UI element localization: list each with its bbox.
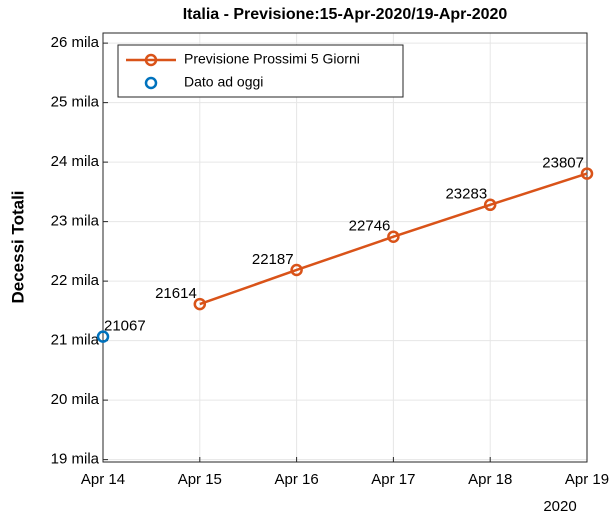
data-label: 21067 [104, 318, 146, 335]
y-tick-label: 23 mila [51, 213, 100, 230]
x-tick-label: Apr 14 [81, 471, 125, 488]
y-tick-label: 20 mila [51, 391, 100, 408]
x-tick-label: Apr 15 [178, 471, 222, 488]
y-tick-label: 22 mila [51, 272, 100, 289]
y-tick-label: 19 mila [51, 451, 100, 468]
legend-marker [144, 53, 158, 67]
y-tick-label: 21 mila [51, 332, 100, 349]
legend-label: Dato ad oggi [184, 74, 263, 90]
y-tick-label: 24 mila [51, 153, 100, 170]
data-label: 21614 [155, 285, 197, 302]
marker [483, 198, 497, 212]
x-year-label: 2020 [543, 498, 576, 515]
marker [96, 330, 110, 343]
series-line [199, 172, 588, 306]
y-tick-label: 25 mila [51, 94, 100, 111]
marker [290, 263, 303, 277]
data-label: 22746 [349, 218, 391, 235]
marker [387, 230, 400, 243]
data-label: 23807 [542, 155, 584, 172]
y-tick-label: 26 mila [51, 34, 100, 51]
legend-box [117, 44, 404, 98]
x-tick-label: Apr 18 [468, 471, 512, 488]
x-tick-label: Apr 16 [274, 471, 318, 488]
axes-box [102, 32, 588, 463]
data-label: 23283 [445, 186, 487, 203]
x-tick-label: Apr 17 [371, 471, 415, 488]
data-label: 22187 [252, 251, 294, 268]
legend-marker [144, 76, 158, 90]
chart-title: Italia - Previsione:15-Apr-2020/19-Apr-2… [183, 6, 508, 23]
marker [580, 167, 594, 180]
x-tick-label: Apr 19 [565, 471, 609, 488]
y-axis-label: Decessi Totali [8, 190, 27, 303]
marker [193, 297, 207, 311]
legend-label: Previsione Prossimi 5 Giorni [184, 51, 360, 67]
